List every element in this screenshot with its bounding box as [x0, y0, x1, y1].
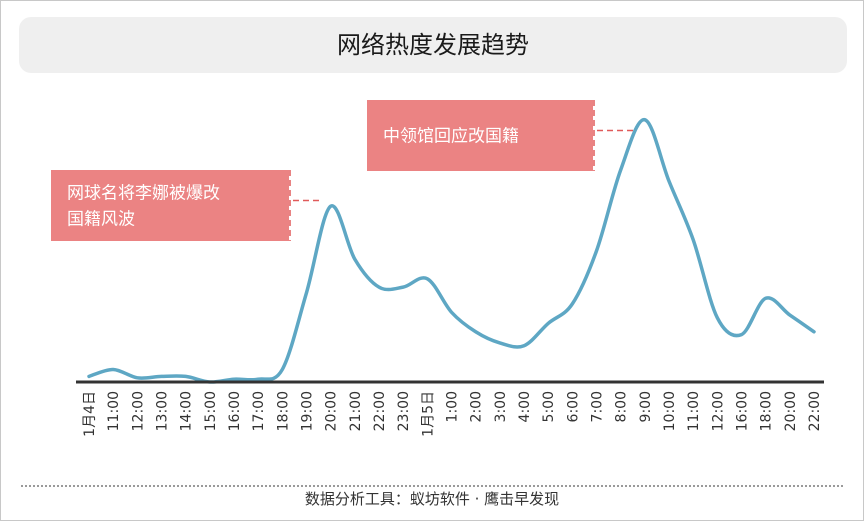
x-tick-label: 20:00: [324, 391, 340, 431]
x-tick-label: 21:00: [348, 391, 364, 431]
callout-text: 网球名将李娜被爆改: [67, 184, 220, 204]
x-tick-label: 18:00: [275, 391, 291, 431]
x-tick-label: 22:00: [372, 391, 388, 431]
x-tick-label: 8:00: [614, 391, 630, 422]
x-tick-label: 18:00: [759, 391, 775, 431]
x-tick-label: 15:00: [203, 391, 219, 431]
x-tick-label: 3:00: [493, 391, 509, 422]
x-tick-label: 9:00: [638, 391, 654, 422]
footer-source: 数据分析工具：蚁坊软件 · 鹰击早发现: [304, 490, 560, 508]
x-tick-label: 2:00: [469, 391, 485, 422]
x-tick-label: 1月5日: [420, 391, 436, 437]
x-tick-label: 11:00: [686, 391, 702, 431]
x-tick-label: 17:00: [251, 391, 267, 431]
x-tick-label: 20:00: [783, 391, 799, 431]
line-chart: 1月4日 11:00 12:00 13:00 14:00 15:00 16:00 17:00 1…: [51, 100, 824, 437]
x-tick-label: 4:00: [517, 391, 533, 422]
x-tick-label: 22:00: [807, 391, 823, 431]
callout-box: [367, 100, 593, 171]
x-tick-label: 1月4日: [82, 391, 98, 437]
callout-annotation: 中领馆回应改国籍: [367, 100, 637, 171]
x-tick-label: 10:00: [662, 391, 678, 431]
x-tick-label: 5:00: [541, 391, 557, 422]
x-tick-label: 16:00: [735, 391, 751, 431]
callout-text: 国籍风波: [67, 210, 135, 230]
x-tick-label: 16:00: [227, 391, 243, 431]
x-tick-label: 12:00: [130, 391, 146, 431]
callout-box: [51, 170, 289, 241]
x-tick-label: 19:00: [300, 391, 316, 431]
callout-text: 中领馆回应改国籍: [383, 127, 519, 147]
x-tick-label: 11:00: [106, 391, 122, 431]
chart-title: 网络热度发展趋势: [337, 31, 529, 59]
x-tick-label: 7:00: [590, 391, 606, 422]
x-tick-label: 1:00: [445, 391, 461, 422]
x-tick-label: 12:00: [710, 391, 726, 431]
x-tick-label: 13:00: [155, 391, 171, 431]
x-tick-label: 14:00: [179, 391, 195, 431]
x-tick-label: 23:00: [396, 391, 412, 431]
footer-divider: [21, 485, 843, 487]
title-bar: 网络热度发展趋势: [19, 17, 847, 73]
x-tick-label: 6:00: [565, 391, 581, 422]
